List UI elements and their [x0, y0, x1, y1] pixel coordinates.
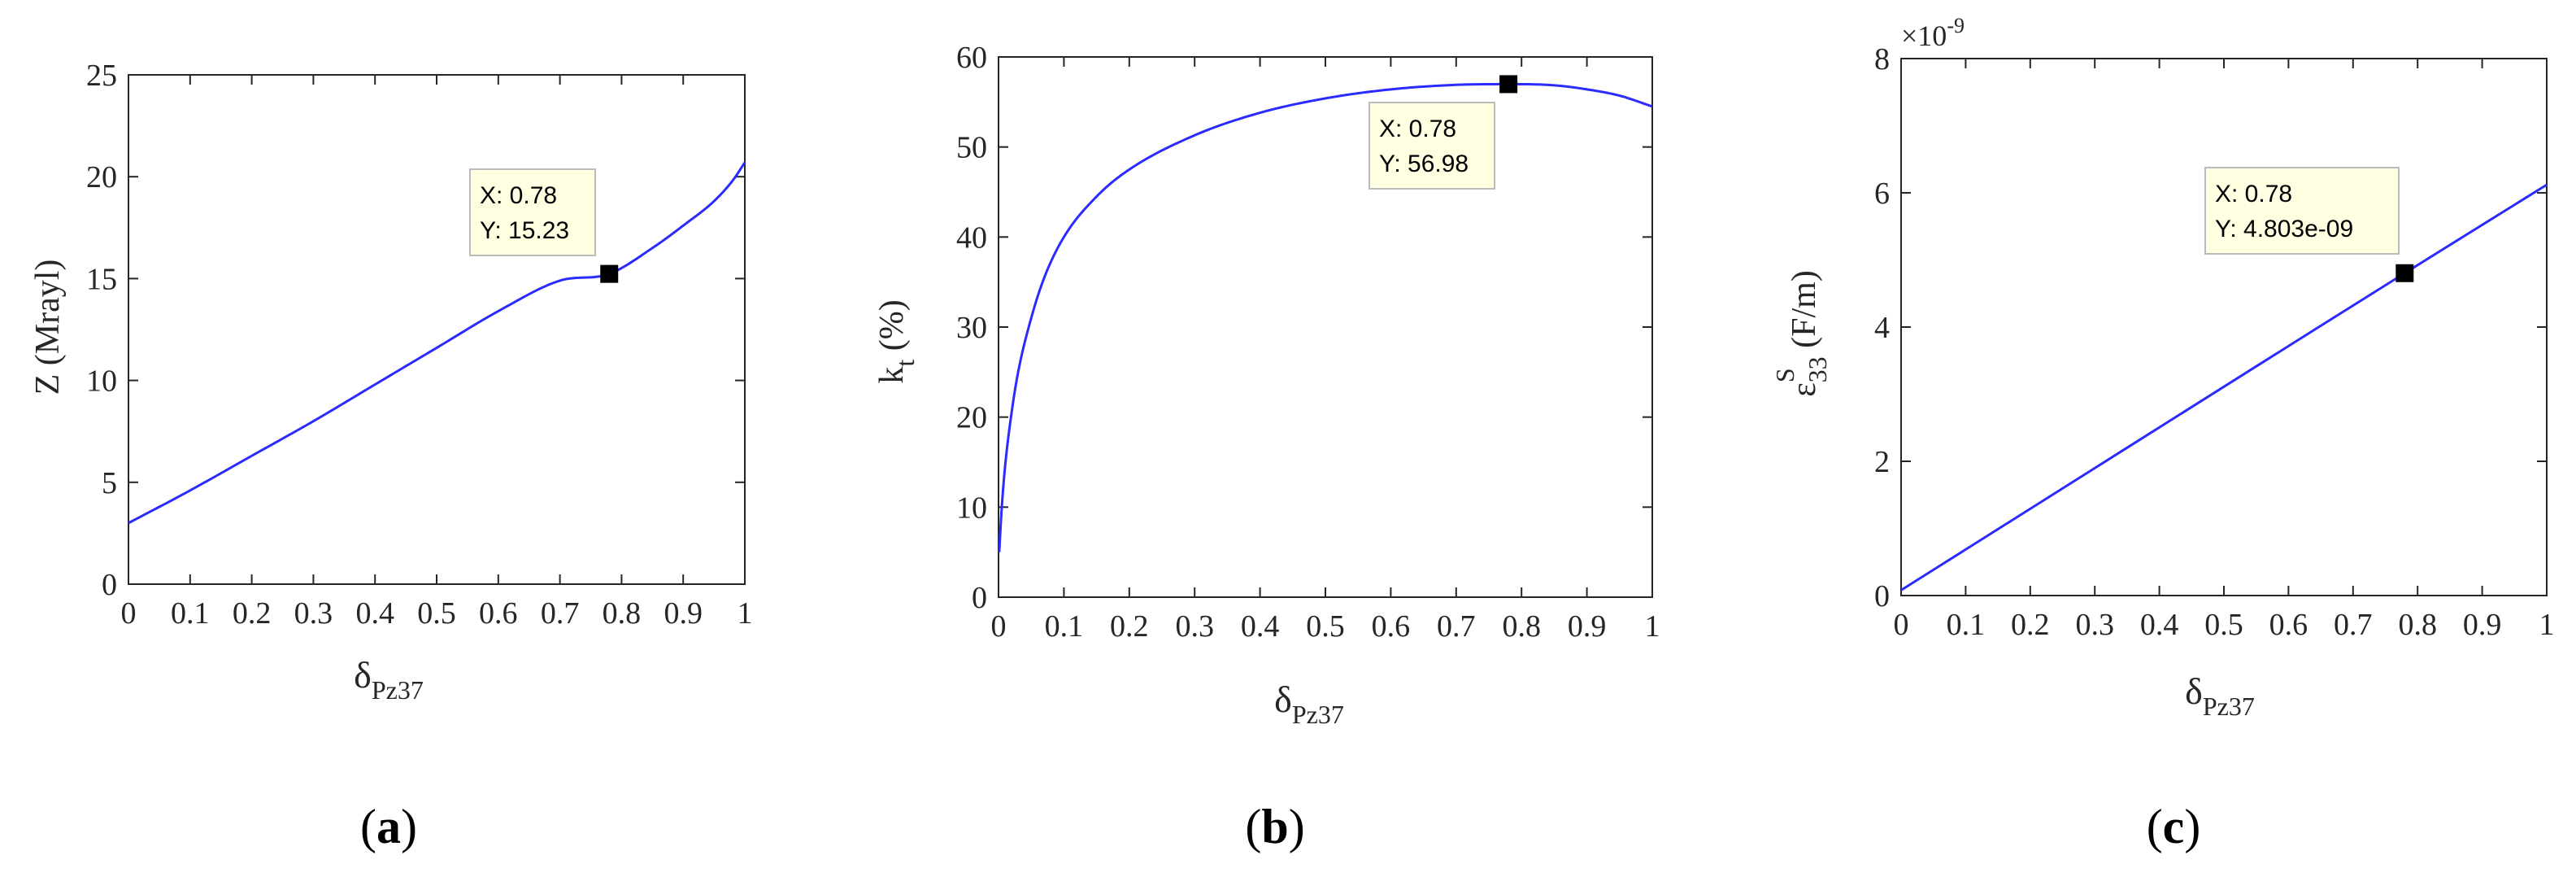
- panel-c-datatip-y: Y: 4.803e-09: [2215, 216, 2353, 242]
- y-tick-label: 40: [956, 220, 987, 255]
- x-tick-label: 1: [1645, 609, 1660, 644]
- x-tick-label: 0.6: [1372, 609, 1411, 644]
- x-tick-label: 0.2: [233, 596, 272, 631]
- y-tick-label: 4: [1874, 311, 1890, 345]
- panel-b-tick-labels: 0 0.1 0.2 0.3 0.4 0.5 0.6 0.7 0.8 0.9 101020304050…: [956, 41, 1660, 644]
- x-tick-label: 0.4: [2140, 608, 2179, 642]
- x-tick-label: 0.2: [1110, 609, 1149, 644]
- panel-c-datatip-x: X: 0.78: [2215, 181, 2292, 207]
- x-tick-label: 1: [2539, 608, 2555, 642]
- x-tick-label: 0: [121, 596, 137, 631]
- y-tick-label: 0: [972, 581, 987, 615]
- caption-b: (b): [1245, 800, 1304, 853]
- series-line: [128, 161, 746, 525]
- y-tick-label: 10: [956, 491, 987, 525]
- panel-c-x-axis-label: δPz37: [2185, 670, 2255, 721]
- panel-c-datatip-box: [2204, 167, 2400, 255]
- y-tick-label: 8: [1874, 42, 1890, 76]
- y-tick-label: 2: [1874, 445, 1890, 479]
- x-tick-label: 0.1: [171, 596, 210, 631]
- x-tick-label: 0.5: [2204, 608, 2243, 642]
- panel-c-datatip-marker: [2395, 264, 2414, 282]
- y-tick-label: 0: [1874, 579, 1890, 613]
- plot-frame: [998, 56, 1653, 598]
- panel-c-axes: [1900, 58, 2548, 596]
- panel-b-datatip: X: 0.78 Y: 56.98: [1368, 102, 1495, 190]
- x-tick-label: 0.9: [2463, 608, 2502, 642]
- x-tick-label: 0.7: [1437, 609, 1476, 644]
- x-tick-label: 0.4: [355, 596, 394, 631]
- x-tick-label: 0.7: [2334, 608, 2373, 642]
- y-tick-label: 50: [956, 131, 987, 165]
- y-tick-label: 10: [86, 364, 117, 399]
- x-tick-label: 0.6: [479, 596, 518, 631]
- y-tick-label: 25: [86, 59, 117, 93]
- panel-b: 0 0.1 0.2 0.3 0.4 0.5 0.6 0.7 0.8 0.9 101020304050…: [873, 41, 1660, 729]
- panel-a-axes: [128, 74, 746, 585]
- panel-c: 0 0.1 0.2 0.3 0.4 0.5 0.6 0.7 0.8 0.9 1 0 2 4 6 8 ×10-9…: [1770, 14, 2555, 721]
- plot-frame: [1900, 58, 2548, 596]
- x-tick-label: 1: [738, 596, 753, 631]
- x-tick-label: 0: [1894, 608, 1909, 642]
- panel-b-datatip-y: Y: 56.98: [1379, 151, 1469, 177]
- panel-c-y-exponent: ×10-9: [1901, 14, 1965, 52]
- x-tick-label: 0.7: [541, 596, 580, 631]
- x-tick-label: 0.5: [1306, 609, 1345, 644]
- panel-c-tick-labels: 0 0.1 0.2 0.3 0.4 0.5 0.6 0.7 0.8 0.9 1 0 2 4 6 8: [1874, 42, 2555, 642]
- x-tick-label: 0.2: [2011, 608, 2050, 642]
- panel-a-x-axis-label: δPz37: [354, 654, 424, 705]
- panel-a-datatip-box: [469, 168, 596, 256]
- x-tick-label: 0.4: [1241, 609, 1280, 644]
- panel-c-datatip: X: 0.78 Y: 4.803e-09: [2204, 167, 2400, 255]
- y-tick-label: 30: [956, 311, 987, 345]
- x-tick-label: 0.1: [1947, 608, 1986, 642]
- x-tick-label: 0.3: [294, 596, 333, 631]
- x-tick-label: 0.9: [664, 596, 703, 631]
- y-tick-label: 20: [956, 401, 987, 435]
- panel-a-datatip-y: Y: 15.23: [480, 217, 569, 244]
- plot-frame: [128, 74, 746, 585]
- x-tick-label: 0.3: [1175, 609, 1214, 644]
- panel-b-y-axis-label: kt (%): [873, 299, 920, 383]
- panel-a-y-axis-label: Z (Mrayl): [29, 260, 67, 395]
- panel-b-x-axis-label: δPz37: [1274, 679, 1344, 729]
- panel-b-series-line: [998, 82, 1653, 552]
- x-tick-label: 0: [991, 609, 1007, 644]
- y-tick-label: 0: [102, 568, 117, 602]
- caption-a: (a): [360, 800, 417, 853]
- x-tick-label: 0.5: [417, 596, 456, 631]
- y-tick-label: 60: [956, 41, 987, 75]
- y-tick-label: 6: [1874, 177, 1890, 211]
- panel-a-datatip-marker: [600, 264, 619, 283]
- x-tick-label: 0.8: [1502, 609, 1541, 644]
- panel-b-datatip-x: X: 0.78: [1379, 116, 1456, 142]
- panel-a: 0 0.1 0.2 0.3 0.4 0.5 0.6 0.7 0.8 0.9 10510152025 …: [29, 59, 753, 705]
- panel-c-y-axis-label: εS 33 (F/m): [1770, 270, 1832, 397]
- x-tick-label: 0.9: [1568, 609, 1607, 644]
- panel-a-datatip: X: 0.78 Y: 15.23: [469, 168, 596, 256]
- panel-b-datatip-marker: [1499, 75, 1518, 94]
- x-tick-label: 0.8: [603, 596, 642, 631]
- panel-a-series-line: [128, 161, 746, 525]
- x-tick-label: 0.3: [2075, 608, 2114, 642]
- x-tick-label: 0.6: [2269, 608, 2308, 642]
- y-tick-label: 20: [86, 160, 117, 194]
- series-line: [998, 82, 1653, 552]
- x-tick-label: 0.1: [1045, 609, 1084, 644]
- y-tick-label: 15: [86, 262, 117, 296]
- panel-b-datatip-box: [1368, 102, 1495, 190]
- x-tick-label: 0.8: [2398, 608, 2437, 642]
- panel-b-axes: [998, 56, 1653, 598]
- caption-c: (c): [2147, 800, 2201, 853]
- y-tick-label: 5: [102, 466, 117, 500]
- panel-a-datatip-x: X: 0.78: [480, 182, 557, 209]
